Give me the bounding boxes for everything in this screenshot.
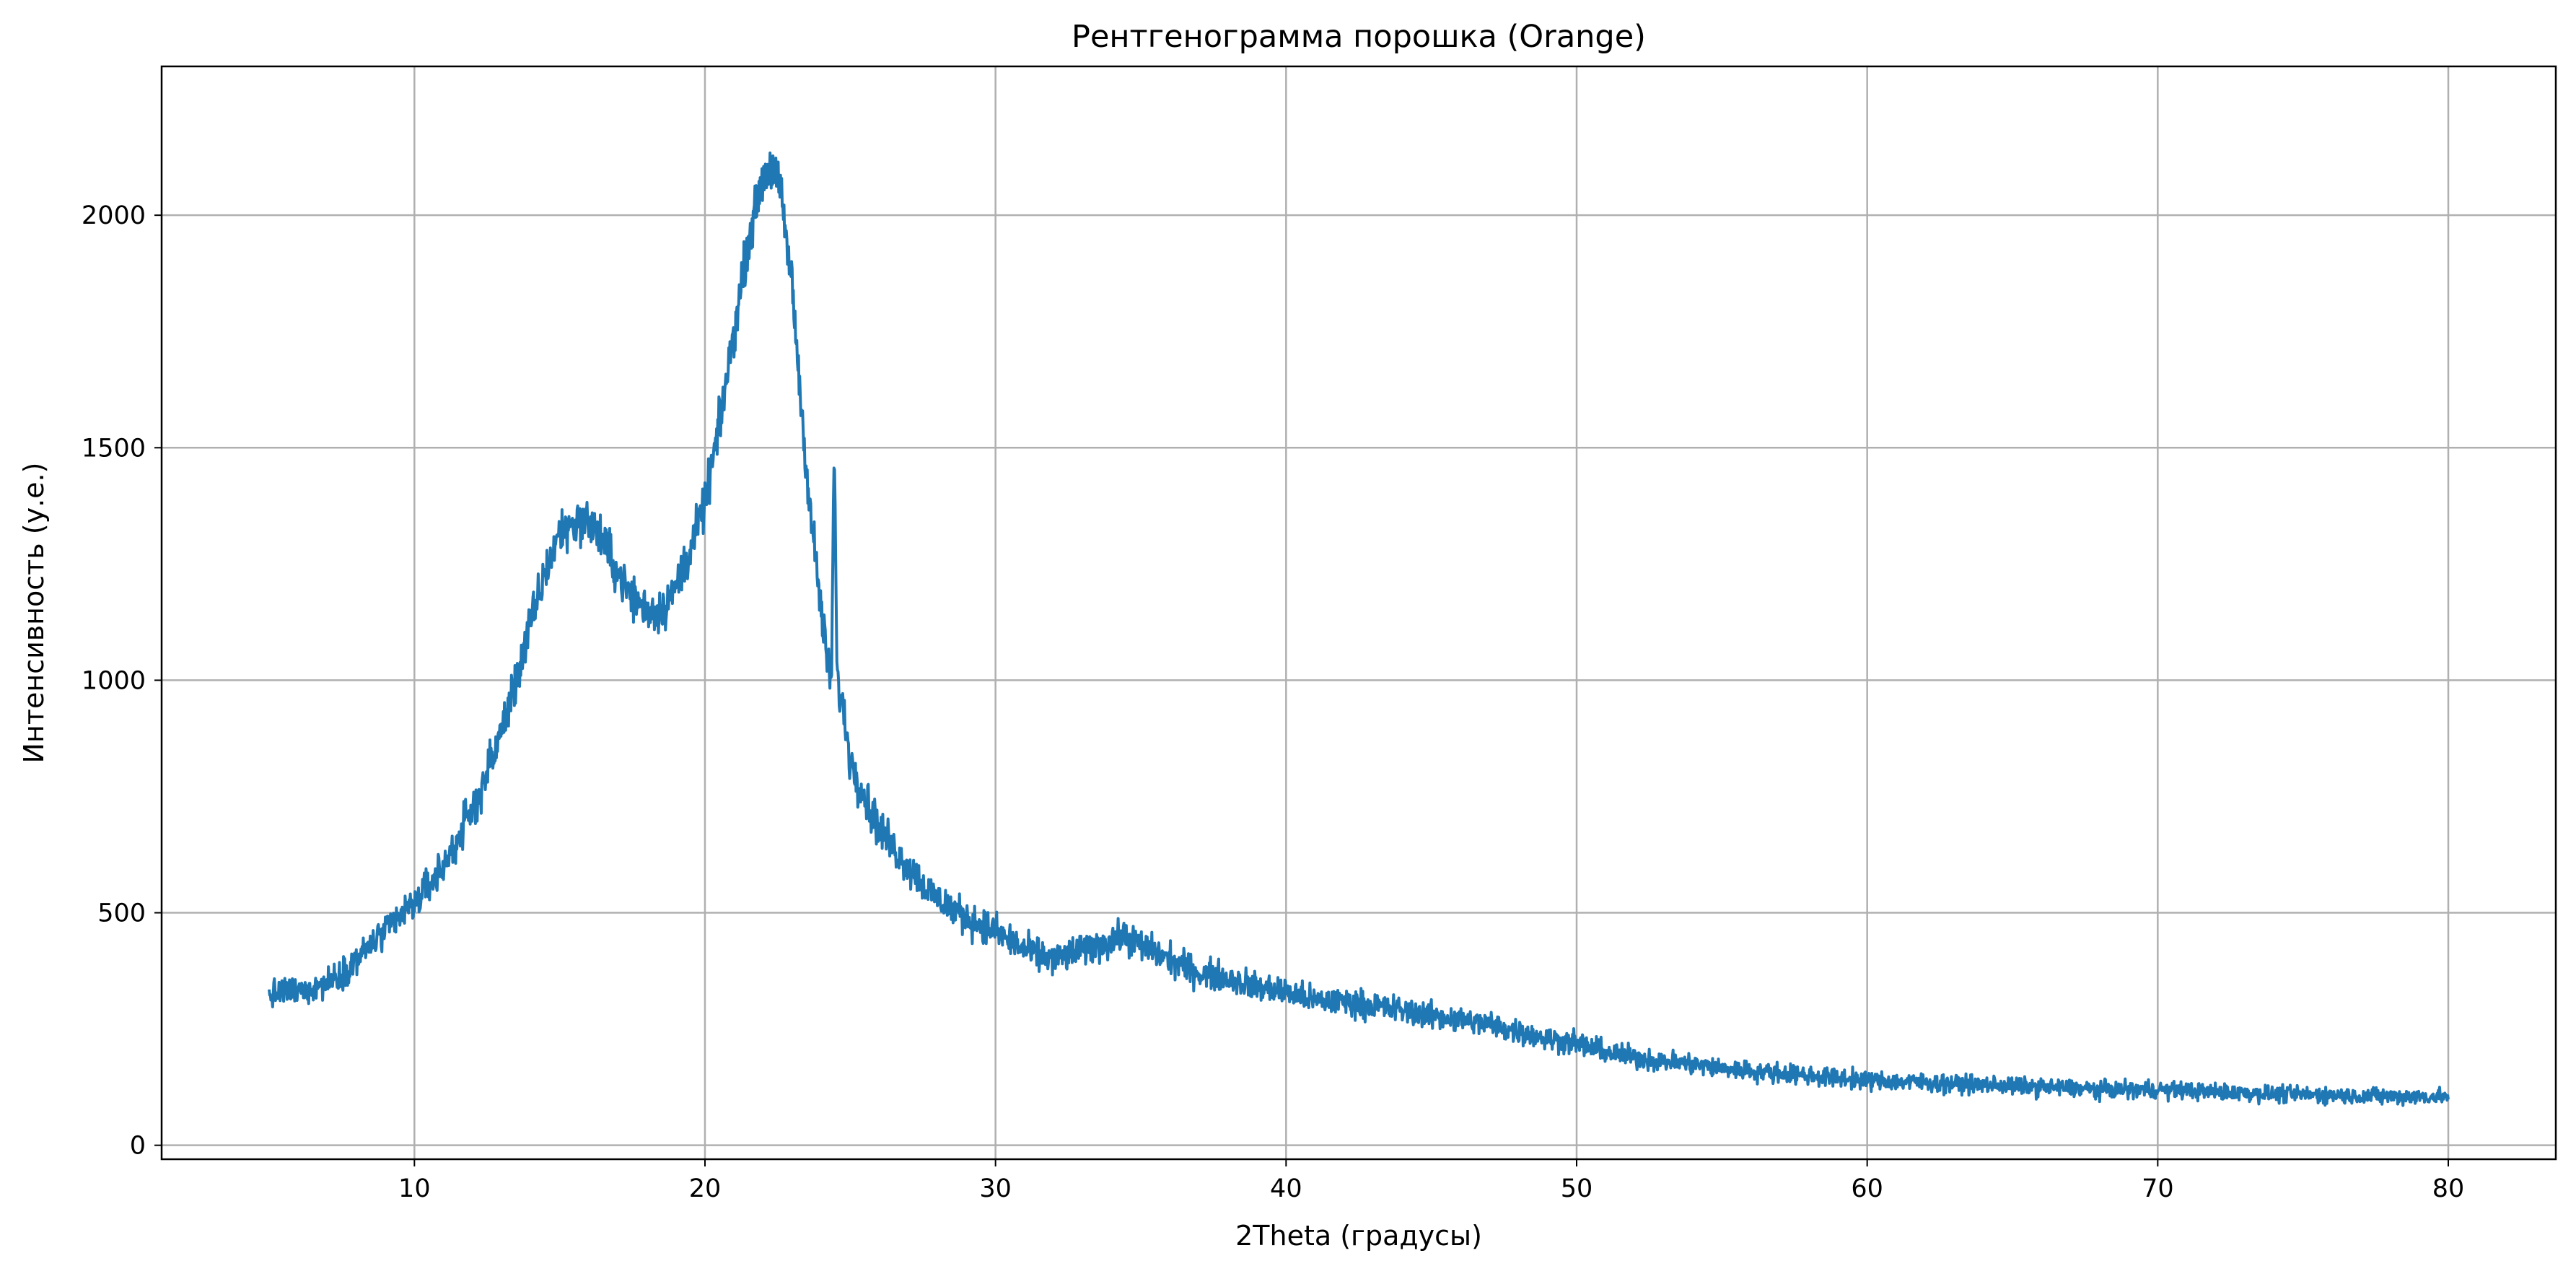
y-tick-label: 0 [130, 1132, 146, 1161]
plot-area [268, 151, 2450, 1107]
x-tick-label: 70 [2142, 1174, 2174, 1203]
axes-frame [160, 65, 2557, 1161]
chart-title: Рентгенограмма порошка (Orange) [1072, 19, 1646, 55]
x-tick-label: 60 [1851, 1174, 1883, 1203]
ticks: 10 20 30 40 50 60 70 80 0 500 1000 1500 2000 [82, 201, 2464, 1203]
y-tick-label: 1500 [82, 434, 146, 463]
x-tick-label: 20 [689, 1174, 722, 1203]
grid [162, 66, 2556, 1159]
x-tick-label: 10 [398, 1174, 431, 1203]
x-tick-label: 50 [1561, 1174, 1593, 1203]
y-axis-label: Интенсивность (у.е.) [18, 463, 50, 764]
x-tick-label: 80 [2432, 1174, 2465, 1203]
x-axis-label: 2Theta (градусы) [1235, 1220, 1482, 1252]
y-tick-label: 2000 [82, 201, 146, 230]
x-tick-label: 40 [1270, 1174, 1302, 1203]
y-tick-label: 1000 [82, 666, 146, 695]
series-line [268, 151, 2450, 1107]
x-tick-label: 30 [979, 1174, 1012, 1203]
y-tick-label: 500 [97, 899, 146, 928]
